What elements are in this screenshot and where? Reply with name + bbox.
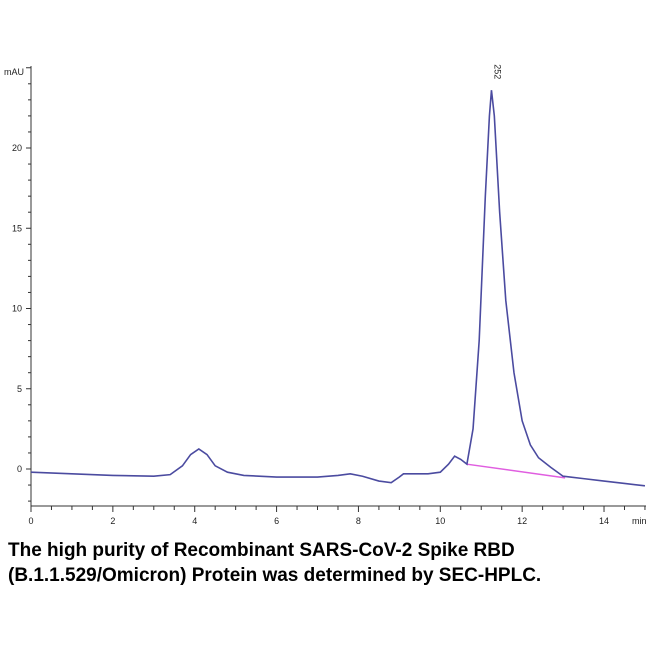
x-tick-label: 12 <box>517 516 527 526</box>
y-tick-label: 0 <box>17 464 22 474</box>
x-tick-label: 8 <box>356 516 361 526</box>
chromatogram-trace <box>30 90 646 487</box>
x-tick-label: 2 <box>110 516 115 526</box>
x-tick-label: 4 <box>192 516 197 526</box>
y-axis-label: mAU <box>4 67 24 77</box>
x-tick-label: 6 <box>274 516 279 526</box>
y-tick-label: 20 <box>12 143 22 153</box>
x-axis-label: min <box>632 516 647 526</box>
y-tick-label: 15 <box>12 223 22 233</box>
integration-baseline <box>466 463 566 479</box>
x-tick-label: 14 <box>599 516 609 526</box>
chromatogram: 0 5 10 15 20 0 2 4 6 8 10 12 14 mAU min 252 <box>4 64 647 526</box>
figure-caption: The high purity of Recombinant SARS-CoV-… <box>8 540 542 586</box>
axes: 0 5 10 15 20 0 2 4 6 8 10 12 14 <box>12 66 646 526</box>
x-tick-label: 10 <box>435 516 445 526</box>
x-tick-label: 0 <box>28 516 33 526</box>
y-tick-label: 5 <box>17 384 22 394</box>
peak-label: 252 <box>492 64 502 79</box>
y-tick-label: 10 <box>12 304 22 314</box>
